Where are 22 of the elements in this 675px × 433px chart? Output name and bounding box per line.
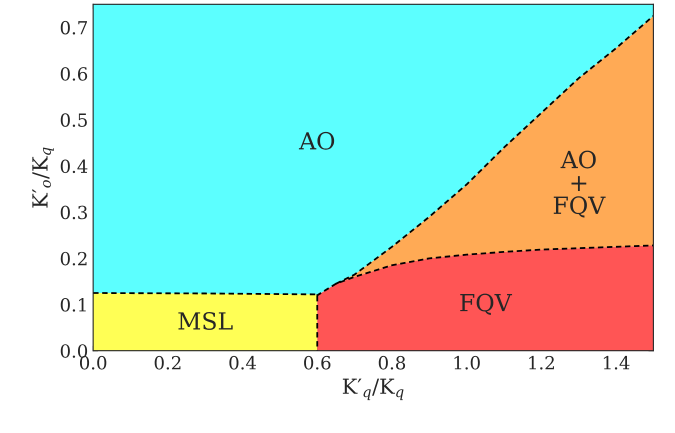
x-tick-label: 1.2: [529, 356, 554, 370]
x-tick-label: 0.8: [378, 356, 406, 370]
y-tick-label: 0.5: [60, 113, 87, 127]
x-tick-label: 1.4: [604, 356, 630, 370]
x-tick-label: 0.6: [304, 356, 330, 370]
annotation: FQV: [460, 294, 512, 315]
y-tick-label: 0.2: [60, 252, 87, 266]
x-tick-label: 1.0: [454, 356, 480, 370]
y-tick-label: 0.7: [60, 20, 87, 35]
x-tick-label: 0.4: [229, 356, 256, 370]
x-axis-title: K′$_{q}$/K$_{q}$: [342, 378, 404, 400]
y-tick-label: 0.3: [60, 206, 87, 220]
y-tick-label: 0.1: [60, 298, 86, 312]
annotation: MSL: [178, 312, 233, 330]
annotation: AO + FQV: [554, 150, 606, 218]
y-axis-title: K′$_{o}$/K$_{q}$: [32, 148, 54, 208]
x-tick-label: 0.2: [154, 356, 180, 370]
annotation: AO: [298, 132, 334, 150]
y-tick-label: 0.6: [60, 67, 88, 81]
x-tick-label: 0.0: [80, 356, 106, 370]
y-tick-label: 0.4: [60, 159, 88, 174]
y-tick-label: 0.0: [60, 344, 88, 358]
